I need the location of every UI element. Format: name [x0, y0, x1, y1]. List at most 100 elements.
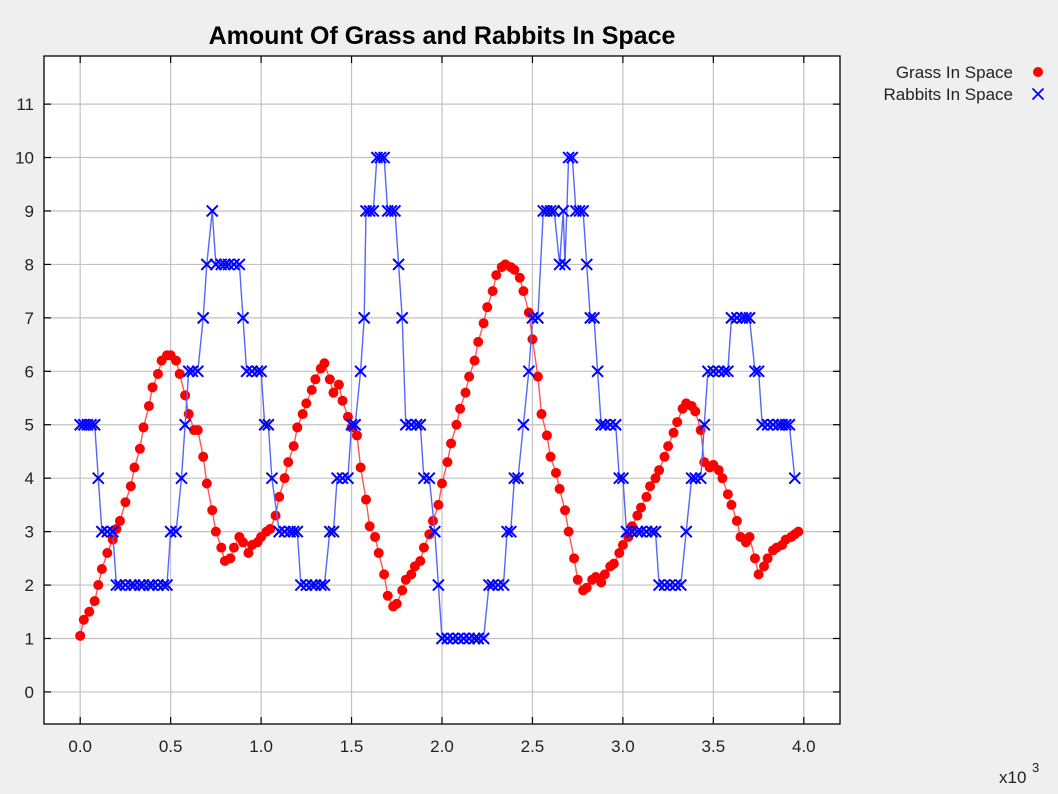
point-0-70 — [391, 598, 402, 609]
point-1-116 — [576, 204, 590, 218]
point-1-137 — [669, 578, 682, 592]
point-1-109 — [553, 258, 566, 271]
point-0-44 — [274, 491, 285, 502]
point-1-85 — [441, 632, 454, 645]
point-1-21 — [164, 525, 177, 538]
x-multiplier-exponent: 3 — [1032, 760, 1039, 775]
point-1-91 — [471, 632, 485, 645]
point-1-73 — [388, 204, 402, 218]
point-0-34 — [228, 542, 239, 553]
point-1-20 — [160, 578, 174, 592]
x-tick-label-7: 3.5 — [702, 737, 726, 756]
point-0-4 — [93, 580, 104, 591]
point-1-95 — [491, 578, 505, 592]
series-line-0 — [79, 263, 799, 636]
point-0-52 — [310, 374, 321, 385]
point-1-39 — [245, 365, 259, 378]
point-1-13 — [128, 578, 141, 592]
point-1-29 — [200, 258, 214, 271]
point-1-132 — [645, 525, 659, 538]
point-1-141 — [689, 471, 702, 485]
point-1-108 — [547, 204, 561, 218]
point-0-58 — [337, 395, 348, 406]
point-0-149 — [749, 553, 760, 564]
point-1-155 — [752, 365, 765, 378]
point-1-87 — [452, 632, 465, 645]
point-0-6 — [102, 547, 113, 558]
point-1-66 — [363, 204, 376, 218]
x-tick-label-6: 3.0 — [611, 737, 635, 756]
point-1-94 — [486, 578, 499, 592]
point-1-101 — [517, 418, 530, 431]
x-tick-label-5: 2.5 — [521, 737, 545, 756]
point-1-31 — [209, 258, 223, 271]
point-0-68 — [382, 590, 393, 601]
point-1-49 — [291, 525, 304, 538]
point-0-110 — [572, 574, 583, 585]
point-1-148 — [721, 365, 735, 378]
point-0-42 — [265, 523, 276, 534]
point-1-127 — [620, 525, 633, 538]
point-1-80 — [417, 471, 431, 485]
point-1-86 — [446, 632, 460, 645]
point-0-5 — [96, 564, 107, 575]
point-0-102 — [536, 409, 547, 420]
point-0-99 — [523, 307, 534, 318]
point-1-158 — [766, 418, 780, 431]
point-0-29 — [207, 505, 218, 516]
point-1-57 — [327, 525, 340, 538]
chart-title: Amount Of Grass and Rabbits In Space — [208, 22, 676, 50]
point-0-28 — [201, 478, 212, 489]
point-0-148 — [744, 531, 755, 542]
point-1-128 — [625, 525, 639, 538]
point-1-99 — [508, 471, 521, 485]
point-1-28 — [196, 311, 210, 325]
point-0-2 — [84, 606, 95, 617]
point-0-27 — [198, 451, 209, 462]
point-0-0 — [75, 630, 86, 641]
y-tick-label-4: 4 — [25, 469, 34, 488]
point-0-89 — [478, 318, 489, 329]
point-1-129 — [631, 525, 644, 538]
point-1-136 — [663, 578, 677, 592]
point-0-63 — [361, 494, 372, 505]
point-0-73 — [406, 569, 417, 580]
point-0-37 — [243, 547, 254, 558]
point-1-78 — [410, 418, 423, 431]
point-1-23 — [175, 471, 188, 485]
point-1-33 — [218, 258, 232, 271]
point-1-56 — [323, 525, 337, 538]
point-0-67 — [379, 569, 390, 580]
point-0-91 — [487, 286, 498, 297]
point-0-61 — [351, 430, 362, 441]
point-1-42 — [258, 418, 271, 431]
point-1-8 — [106, 525, 119, 538]
point-0-45 — [279, 473, 290, 484]
point-0-112 — [581, 582, 592, 593]
point-0-129 — [659, 451, 670, 462]
point-1-107 — [544, 204, 557, 218]
point-0-116 — [599, 569, 610, 580]
point-0-55 — [324, 374, 335, 385]
point-0-121 — [623, 531, 634, 542]
point-0-90 — [482, 302, 493, 313]
point-1-89 — [462, 632, 476, 645]
series-0 — [75, 259, 804, 641]
point-0-101 — [532, 371, 543, 382]
y-tick-label-7: 7 — [25, 309, 34, 328]
point-1-27 — [191, 365, 204, 378]
point-1-124 — [609, 418, 622, 431]
point-1-115 — [573, 204, 586, 218]
point-0-141 — [713, 465, 724, 476]
point-0-57 — [333, 379, 344, 390]
point-1-25 — [182, 365, 195, 378]
y-tick-label-1: 1 — [25, 629, 34, 648]
point-0-80 — [437, 478, 447, 489]
point-0-22 — [174, 368, 185, 379]
point-0-79 — [433, 499, 444, 510]
point-0-118 — [608, 558, 619, 569]
point-0-143 — [722, 489, 733, 500]
point-1-64 — [358, 311, 371, 325]
point-0-136 — [690, 406, 701, 417]
point-0-54 — [319, 358, 330, 369]
